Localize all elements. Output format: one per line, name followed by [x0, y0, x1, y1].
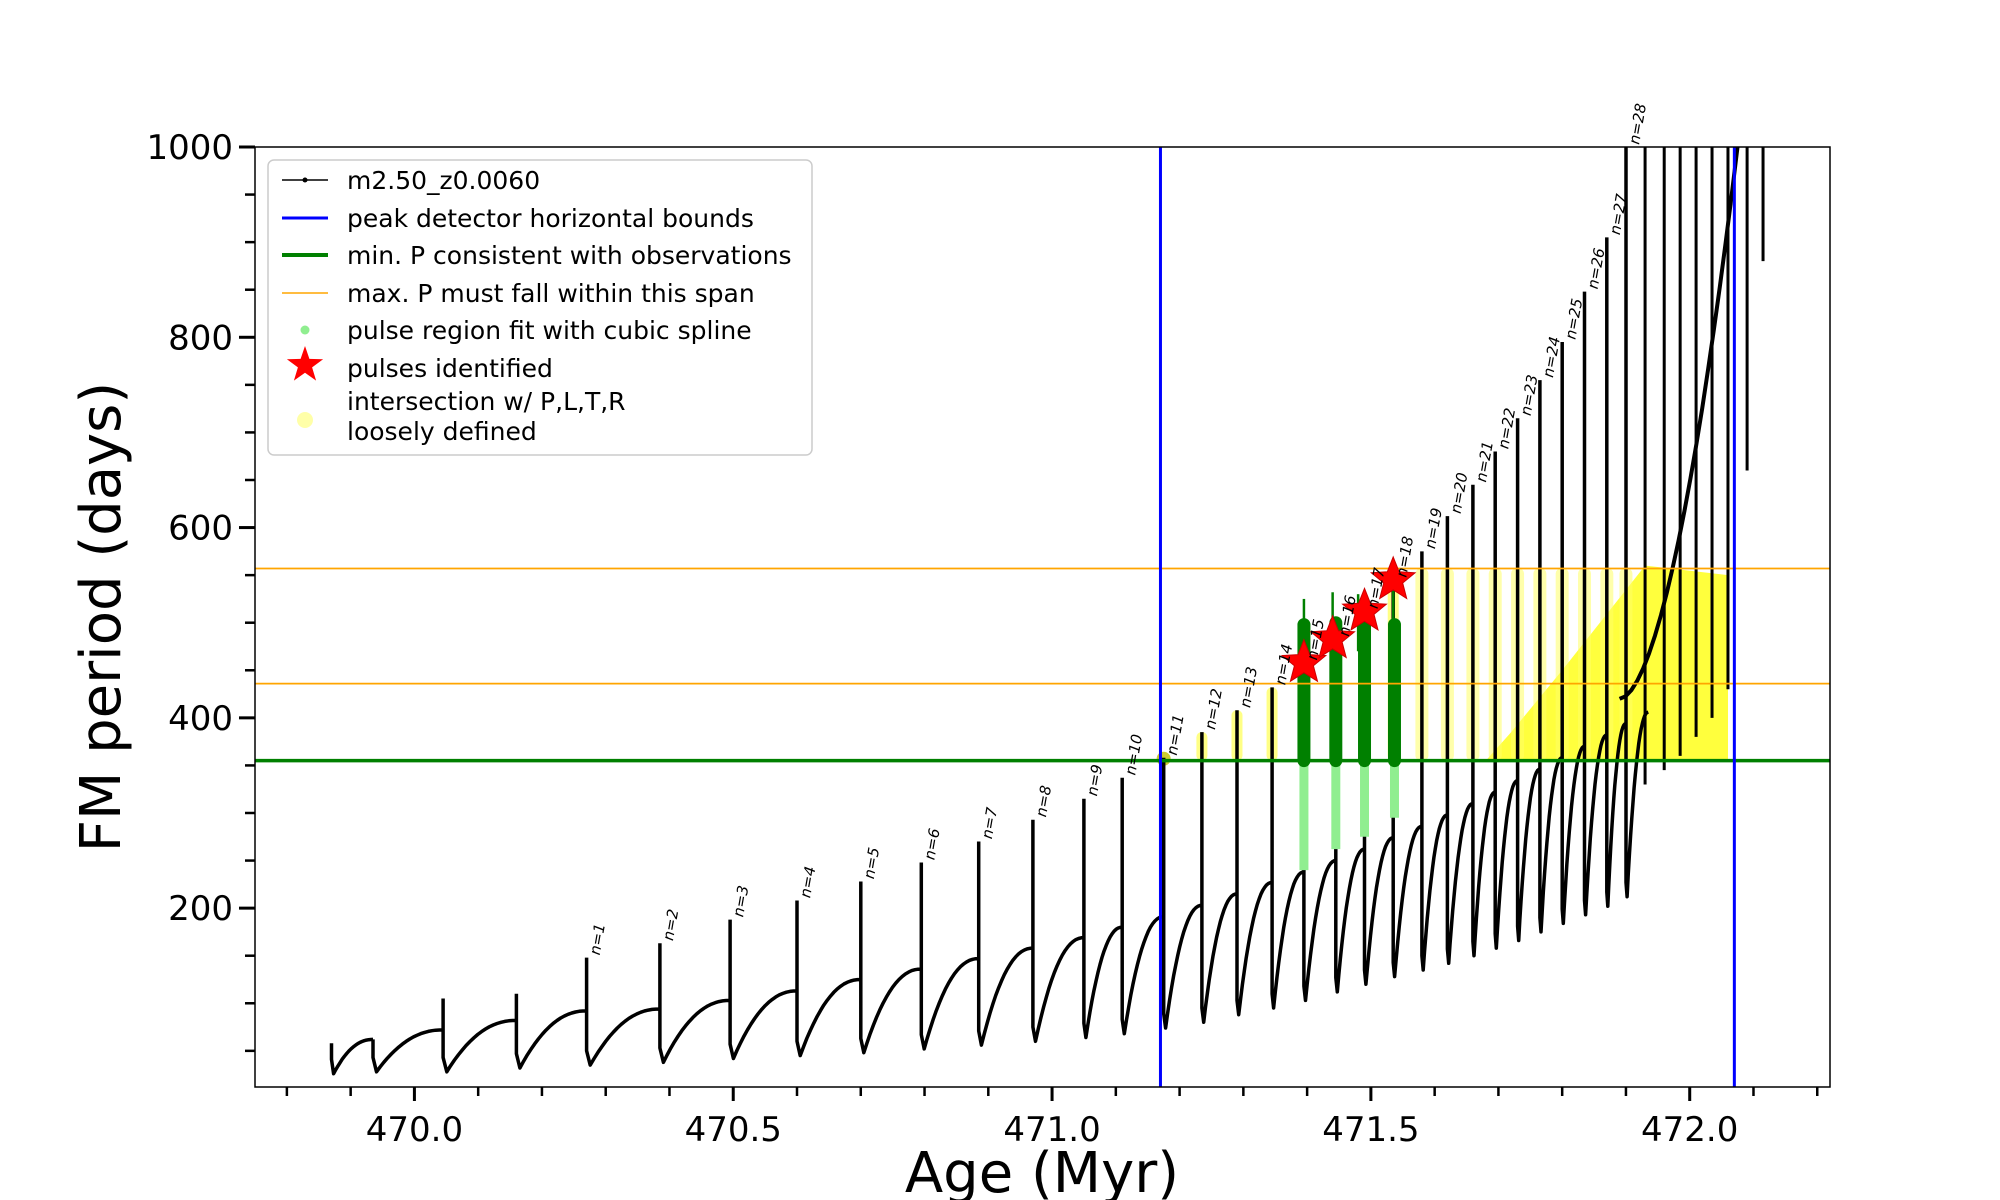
pulse-identified-star — [1309, 614, 1356, 659]
legend-item-model: m2.50_z0.0060 — [282, 166, 540, 195]
pulse-label: n=4 — [796, 865, 819, 899]
pulse-label: n=9 — [1083, 763, 1106, 797]
model-track-line — [329, 147, 1649, 1076]
pulse-label: n=3 — [729, 884, 752, 918]
x-axis-label: Age (Myr) — [905, 1141, 1179, 1200]
legend-item-intersection: intersection w/ P,L,T,R loosely defined — [297, 387, 626, 446]
y-tick-label: 800 — [168, 318, 233, 358]
y-tick-label: 400 — [168, 699, 233, 739]
legend-item-blue: peak detector horizontal bounds — [282, 204, 754, 233]
legend: m2.50_z0.0060 peak detector horizontal b… — [267, 159, 813, 456]
legend-label: peak detector horizontal bounds — [347, 204, 754, 233]
pulse-label: n=7 — [978, 805, 1001, 840]
y-tick-label: 1000 — [146, 128, 233, 168]
pulse-label: n=1 — [586, 922, 609, 956]
reference-lines — [255, 147, 1830, 1087]
star-icon — [286, 346, 324, 381]
legend-label: intersection w/ P,L,T,R — [347, 387, 626, 416]
model-track-line — [1618, 147, 1740, 701]
y-tick-label: 200 — [168, 889, 233, 929]
y-tick-label: 600 — [168, 509, 233, 549]
pulse-label: n=6 — [920, 827, 943, 861]
model-track — [329, 147, 1765, 1076]
legend-item-stars: pulses identified — [286, 346, 553, 383]
x-tick-label: 471.5 — [1322, 1110, 1419, 1150]
x-axis-ticks: 470.0 470.5 471.0 471.5 472.0 — [285, 1087, 1819, 1150]
pulse-label: n=8 — [1032, 784, 1055, 818]
x-tick-label: 471.0 — [1003, 1110, 1100, 1150]
legend-box — [267, 159, 813, 456]
pulse-identified-star — [1370, 555, 1417, 600]
legend-label: min. P consistent with observations — [347, 241, 792, 270]
x-tick-label: 470.5 — [685, 1110, 782, 1150]
legend-label: max. P must fall within this span — [347, 279, 755, 308]
legend-label: pulses identified — [347, 354, 553, 383]
legend-label: m2.50_z0.0060 — [347, 166, 540, 195]
pulses-identified — [1280, 555, 1417, 683]
legend-label: loosely defined — [347, 417, 537, 446]
pulse-label: n=5 — [860, 846, 883, 880]
legend-item-green: min. P consistent with observations — [282, 241, 792, 270]
legend-label: pulse region fit with cubic spline — [347, 316, 752, 345]
x-tick-label: 470.0 — [366, 1110, 463, 1150]
y-axis-ticks: 200 400 600 800 1000 — [146, 128, 255, 1053]
plot-frame — [254, 146, 1831, 1088]
y-axis-label: FM period (days) — [69, 382, 134, 852]
x-tick-label: 472.0 — [1641, 1110, 1738, 1150]
legend-item-spline: pulse region fit with cubic spline — [300, 316, 752, 345]
pulse-identified-star — [1341, 586, 1388, 632]
legend-item-orange: max. P must fall within this span — [282, 279, 755, 308]
pulse-label: n=2 — [659, 908, 682, 942]
plot-area — [255, 147, 1830, 1087]
